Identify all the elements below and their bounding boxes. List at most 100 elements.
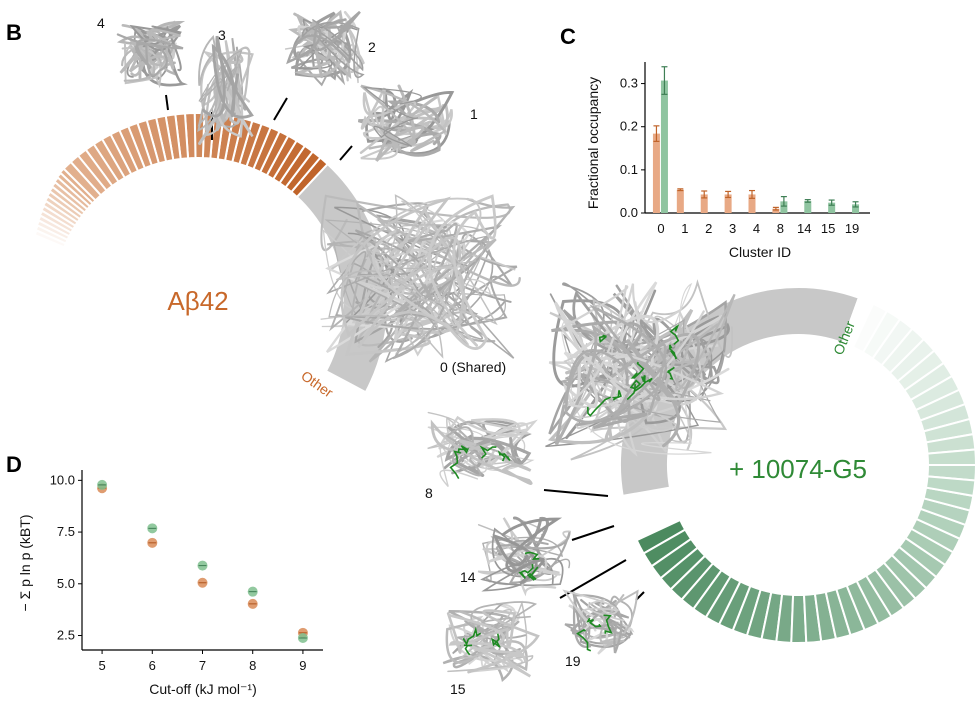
x-tick-label: 8 [249,658,256,673]
backbone-trace [288,9,345,77]
backbone-trace [197,34,220,133]
y-tick-label: 5.0 [57,576,75,591]
backbone-trace [121,28,181,82]
structure-cluster-3 [197,34,254,146]
ligand-trace [518,563,534,579]
occupancy-bar-chart: 0.0 0.1 0.2 0.3 0 1 2 3 4 8 14 15 19 [620,62,870,236]
backbone-trace [496,531,571,584]
ligand-trace [668,344,677,360]
backbone-trace [392,222,503,360]
y-tick-label: 0.3 [620,76,638,91]
x-tick-label: 15 [821,221,835,236]
backbone-trace [374,88,455,147]
occupancy-bar [828,202,836,213]
backbone-trace [487,549,561,597]
structure-cluster-14 [477,516,571,597]
y-tick-label: 0.2 [620,119,638,134]
occupancy-bar [852,204,860,213]
ligand-trace [479,445,497,459]
backbone-trace [430,419,533,485]
ligand-trace [630,361,645,379]
occupancy-y-axis-label: Fractional occupancy [585,77,601,209]
backbone-trace [121,42,167,89]
backbone-trace [116,33,184,77]
ligand-trace [666,366,675,380]
abeta-cluster-ring [33,112,389,394]
x-tick-label: 5 [98,658,105,673]
backbone-trace [551,320,648,430]
backbone-trace [446,609,540,674]
x-tick-label: 19 [845,221,859,236]
y-tick-label: 0.0 [620,205,638,220]
structure-label-15: 15 [450,681,466,697]
backbone-trace [360,105,415,160]
backbone-trace [325,219,470,353]
backbone-trace [328,224,490,355]
backbone-trace [442,609,520,683]
panel-b-letter: B [6,20,22,45]
ligand-trace [462,626,482,647]
ligand-trace [524,551,540,561]
ligand-trace [598,334,607,344]
occupancy-bar [652,133,660,213]
leader-line-4 [165,94,169,111]
ligand-trace [497,450,511,462]
ligand-trace [611,390,622,401]
ligand-trace [586,617,602,628]
backbone-trace [593,589,639,648]
backbone-trace [572,591,632,648]
ligand-trace [603,614,613,634]
ligand-trace [587,396,612,417]
x-tick-label: 4 [753,221,760,236]
backbone-trace [362,86,422,148]
leader-line-1 [339,145,353,161]
structure-cluster-1 [357,84,455,162]
backbone-trace [360,84,447,153]
backbone-trace [492,517,563,585]
structure-label-3: 3 [218,27,226,43]
backbone-trace [201,35,254,119]
ligand-structure-images [427,279,736,683]
backbone-trace [340,196,465,349]
x-tick-label: 14 [797,221,811,236]
occupancy-bar [724,194,732,213]
backbone-trace [301,19,365,79]
structure-label-1: 1 [470,106,478,122]
occupancy-bar [676,189,684,213]
ligand-trace [449,450,461,479]
leader-line-2 [273,97,288,121]
backbone-trace [554,323,701,448]
structure-cluster-2 [284,9,365,87]
abeta-ring-title: Aβ42 [167,286,228,316]
structure-label-4: 4 [97,15,105,31]
y-tick-label: 2.5 [57,628,75,643]
structure-cluster-15 [442,600,540,683]
backbone-trace [445,420,516,477]
ligand-trace [457,445,470,454]
x-tick-label: 2 [705,221,712,236]
backbone-trace [336,194,498,359]
y-tick-label: 0.1 [620,162,638,177]
entropy-y-axis-label: − Σ p ln p (kBT) [17,515,33,612]
structure-label-19: 19 [565,653,581,669]
x-tick-label: 6 [149,658,156,673]
structure-label-8: 8 [425,485,433,501]
occupancy-bar [772,208,780,213]
backbone-trace [372,194,497,350]
ligand-trace [640,375,646,384]
entropy-x-axis-label: Cut-off (kJ mol⁻¹) [149,681,256,697]
occupancy-bar [700,194,708,213]
leader-line-14 [571,525,615,541]
ligand-trace [526,566,539,581]
occupancy-bar [748,194,756,213]
ligand-trace [576,628,592,652]
occupancy-bar [660,80,668,214]
x-tick-label: 7 [199,658,206,673]
x-tick-label: 9 [299,658,306,673]
x-tick-label: 1 [681,221,688,236]
x-tick-label: 3 [729,221,736,236]
y-tick-label: 10.0 [50,472,75,487]
backbone-trace [438,415,531,468]
backbone-trace [286,10,361,65]
